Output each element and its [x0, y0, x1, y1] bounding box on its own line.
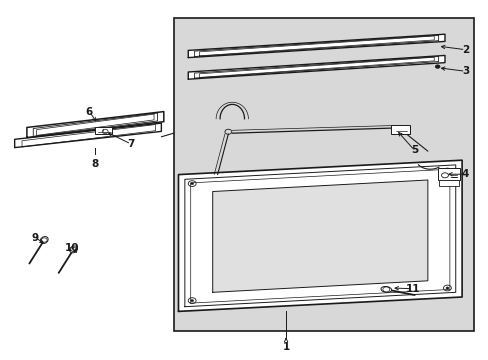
Text: 5: 5 [410, 145, 417, 156]
Ellipse shape [380, 287, 391, 292]
Text: 4: 4 [461, 169, 468, 179]
Text: 3: 3 [461, 66, 468, 76]
Polygon shape [178, 160, 461, 311]
Polygon shape [27, 112, 163, 138]
Text: 10: 10 [65, 243, 80, 253]
Bar [173, 18, 473, 331]
Text: 9: 9 [32, 233, 39, 243]
Polygon shape [188, 55, 444, 79]
Circle shape [445, 170, 448, 172]
Circle shape [190, 183, 193, 185]
Bar [95, 127, 112, 134]
Text: 8: 8 [92, 159, 99, 169]
Polygon shape [188, 34, 444, 58]
Bar [437, 168, 459, 180]
Polygon shape [212, 180, 427, 292]
Text: 2: 2 [461, 45, 468, 55]
Circle shape [445, 287, 448, 289]
Ellipse shape [40, 237, 48, 243]
Text: 6: 6 [86, 107, 93, 117]
Circle shape [434, 65, 439, 68]
Bar [390, 125, 409, 134]
Bar [438, 180, 458, 186]
Text: 7: 7 [127, 139, 135, 149]
Text: 11: 11 [405, 284, 420, 294]
Circle shape [190, 300, 193, 302]
Ellipse shape [69, 246, 77, 253]
Text: 1: 1 [282, 342, 289, 352]
